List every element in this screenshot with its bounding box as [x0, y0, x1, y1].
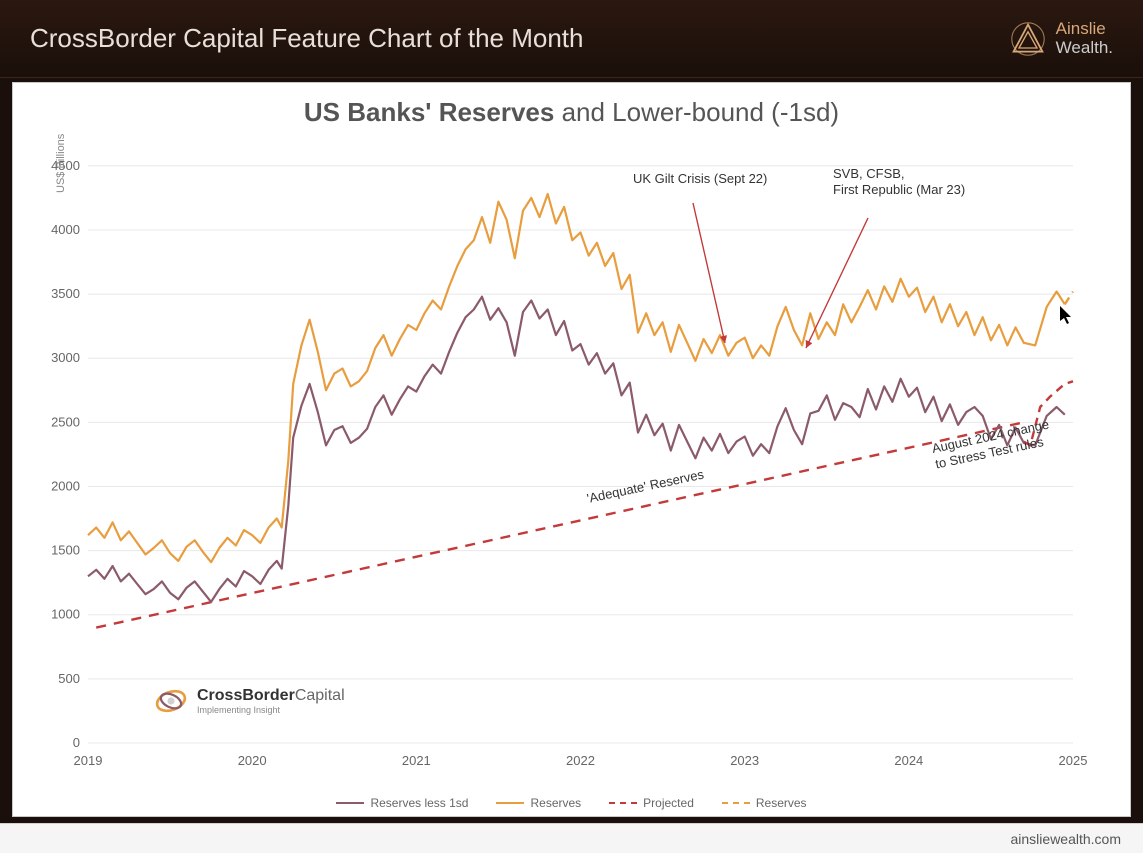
brand-line2: Wealth.	[1056, 39, 1113, 58]
footer-url: ainsliewealth.com	[1011, 831, 1122, 847]
source-logo-bold: CrossBorder	[197, 687, 295, 704]
ainslie-icon	[1010, 21, 1046, 57]
svg-text:2000: 2000	[51, 478, 80, 493]
y-axis-label: US$ Billions	[55, 134, 67, 193]
legend-item: Reserves	[722, 796, 807, 810]
svg-text:SVB, CFSB,: SVB, CFSB,	[833, 166, 905, 181]
svg-text:4000: 4000	[51, 222, 80, 237]
svg-text:3000: 3000	[51, 350, 80, 365]
svg-text:1500: 1500	[51, 543, 80, 558]
brand-logo: Ainslie Wealth.	[1010, 20, 1113, 57]
brand-line1: Ainslie	[1056, 20, 1113, 39]
svg-text:UK Gilt Crisis (Sept 22): UK Gilt Crisis (Sept 22)	[633, 171, 767, 186]
svg-text:2020: 2020	[238, 753, 267, 768]
header-bar: CrossBorder Capital Feature Chart of the…	[0, 0, 1143, 78]
svg-text:First Republic (Mar 23): First Republic (Mar 23)	[833, 182, 965, 197]
legend-label: Reserves	[756, 796, 807, 810]
chart-legend: Reserves less 1sd Reserves Projected Reserv…	[13, 793, 1130, 810]
svg-text:2021: 2021	[402, 753, 431, 768]
legend-label: Reserves	[530, 796, 581, 810]
svg-text:2024: 2024	[894, 753, 923, 768]
svg-text:3500: 3500	[51, 286, 80, 301]
svg-text:2023: 2023	[730, 753, 759, 768]
svg-text:2019: 2019	[74, 753, 103, 768]
crossborder-icon	[153, 683, 189, 719]
chart-card: US Banks' Reserves and Lower-bound (-1sd…	[12, 82, 1131, 817]
header-title: CrossBorder Capital Feature Chart of the…	[30, 23, 583, 54]
legend-item: Reserves	[496, 796, 581, 810]
source-logo-rest: Capital	[295, 687, 345, 704]
svg-text:2025: 2025	[1059, 753, 1088, 768]
source-logo-tagline: Implementing Insight	[197, 705, 345, 715]
legend-item: Reserves less 1sd	[336, 796, 468, 810]
brand-text: Ainslie Wealth.	[1056, 20, 1113, 57]
svg-text:0: 0	[73, 735, 80, 750]
svg-text:2022: 2022	[566, 753, 595, 768]
footer-bar: ainsliewealth.com	[0, 823, 1143, 853]
legend-label: Projected	[643, 796, 694, 810]
source-logo: CrossBorderCapital Implementing Insight	[153, 683, 345, 719]
svg-text:1000: 1000	[51, 607, 80, 622]
legend-item: Projected	[609, 796, 694, 810]
legend-label: Reserves less 1sd	[370, 796, 468, 810]
svg-text:2500: 2500	[51, 414, 80, 429]
svg-text:500: 500	[58, 671, 80, 686]
